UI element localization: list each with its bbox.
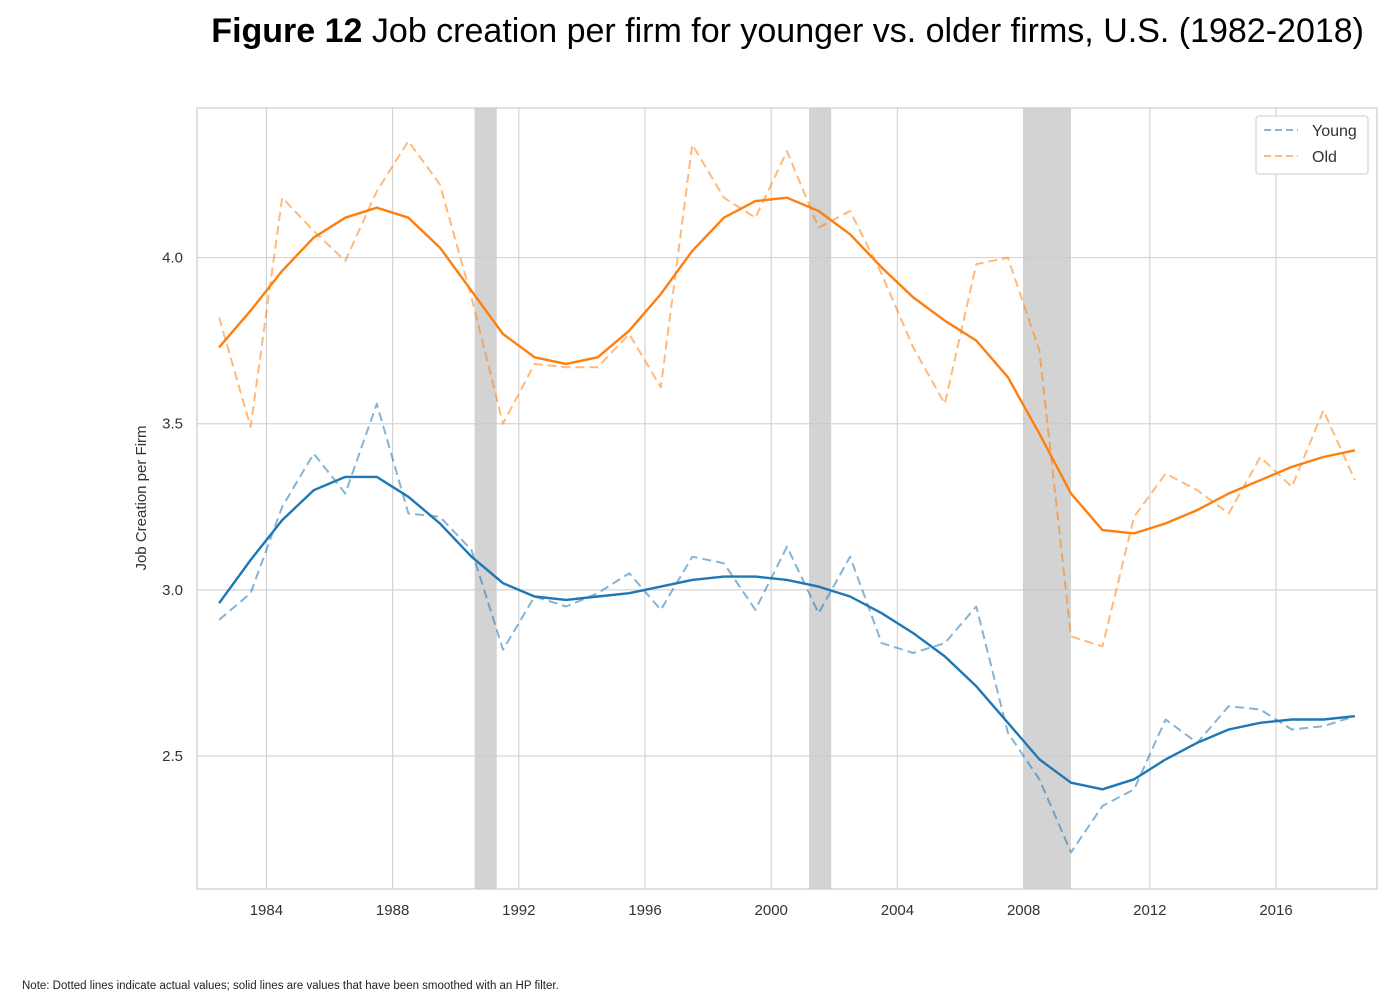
- figure-title-text: Job creation per firm for younger vs. ol…: [371, 12, 1364, 50]
- x-tick-label: 1984: [250, 902, 283, 919]
- x-tick-label: 2000: [755, 902, 788, 919]
- old-actual-line: [218, 140, 1356, 648]
- plot-frame: [196, 107, 1378, 890]
- x-tick-label: 2012: [1133, 902, 1166, 919]
- young-actual-line: [218, 402, 1356, 854]
- legend-box: [1255, 115, 1369, 175]
- legend-old-label: Old: [1312, 149, 1337, 166]
- x-tick-label: 2016: [1259, 902, 1292, 919]
- y-tick-label: 2.5: [162, 748, 183, 765]
- young-smoothed-line: [218, 475, 1356, 791]
- recession-band: [1023, 108, 1071, 889]
- y-axis-label: Job Creation per Firm: [133, 425, 150, 570]
- x-tick-label: 1996: [628, 902, 661, 919]
- line-chart: 1984 1988 1992 1996 2000 2004 2008 2012 2016 2.5 3…: [133, 107, 1378, 919]
- plot-area: [197, 108, 1377, 889]
- recession-band: [809, 108, 832, 889]
- x-tick-label: 1988: [376, 902, 409, 919]
- figure-note: Note: Dotted lines indicate actual value…: [22, 980, 559, 992]
- y-tick-label: 4.0: [162, 250, 183, 267]
- legend: Young Old: [1255, 115, 1369, 175]
- old-smoothed-line: [218, 196, 1356, 535]
- recession-band: [474, 108, 497, 889]
- x-tick-label: 2004: [881, 902, 914, 919]
- figure-title: Figure 12 Job creation per firm for youn…: [211, 12, 1364, 51]
- x-tick-label: 2008: [1007, 902, 1040, 919]
- figure-label: Figure 12: [211, 12, 363, 50]
- x-tick-label: 1992: [502, 902, 535, 919]
- legend-young-label: Young: [1312, 123, 1357, 140]
- y-tick-label: 3.0: [162, 582, 183, 599]
- y-tick-label: 3.5: [162, 416, 183, 433]
